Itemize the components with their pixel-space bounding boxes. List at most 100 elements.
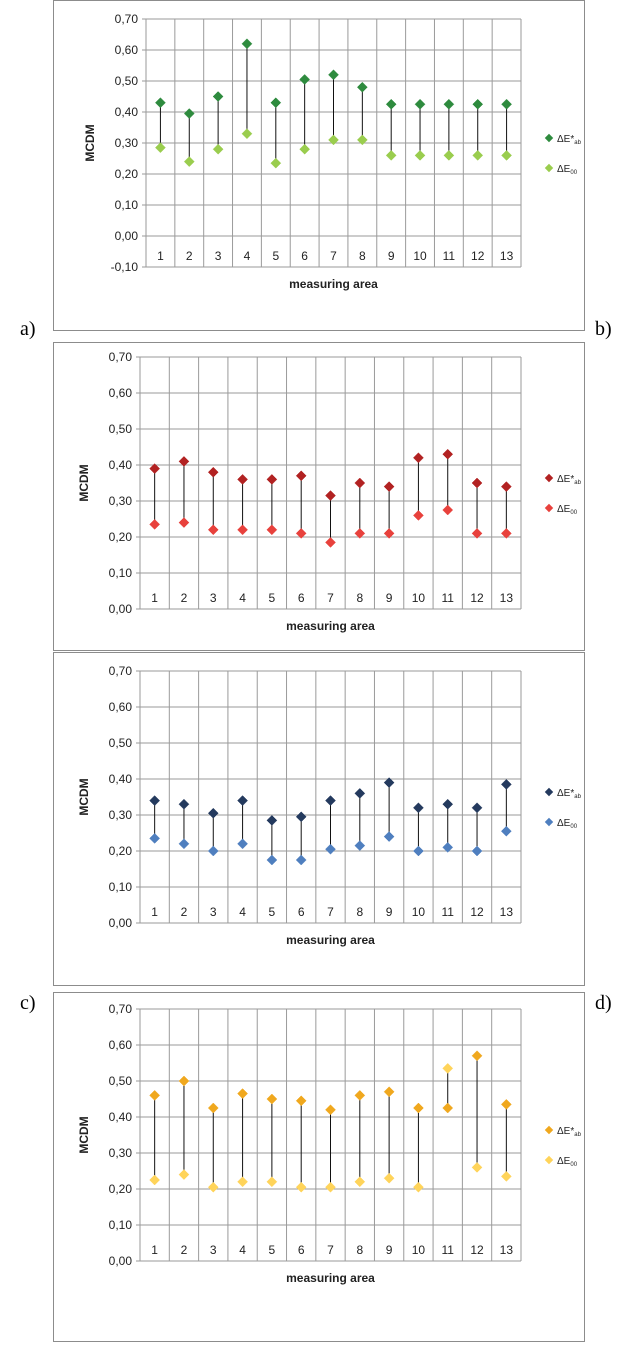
chart4-legend-label-1: ΔE*ab <box>557 1126 582 1138</box>
chart2-series1-point <box>500 481 512 492</box>
chart2-series2-point <box>266 524 278 536</box>
chart4-xtick-label: 7 <box>327 1243 334 1257</box>
chart4-series2-point <box>325 1181 336 1193</box>
chart4-series2-point <box>413 1181 424 1193</box>
chart3-ytick-label: 0,10 <box>109 880 133 894</box>
chart1-series1-point <box>472 98 484 110</box>
chart4-xlabel: measuring area <box>286 1271 375 1285</box>
chart4-series2-point <box>442 1063 454 1074</box>
chart2-series2-point <box>383 528 395 539</box>
chart1-xtick-label: 6 <box>301 249 308 263</box>
chart3-series1-point <box>237 795 248 806</box>
chart2-legend-marker-2 <box>544 503 554 513</box>
chart1-ytick-label: 0,50 <box>115 74 139 88</box>
chart1-series2-point <box>356 134 368 146</box>
chart3-series2-point <box>383 831 395 842</box>
chart4-series2-point <box>178 1169 190 1180</box>
chart1-series1-point <box>501 98 512 110</box>
chart3-series1-point <box>354 788 366 799</box>
chart1-series2-point <box>443 150 455 161</box>
chart2-legend-marker-1 <box>544 473 554 483</box>
chart4-ytick-label: 0,40 <box>109 1110 133 1124</box>
chart3-series2-point <box>325 843 336 855</box>
chart3-series2-point <box>237 838 248 850</box>
chart2-xtick-label: 6 <box>298 591 305 605</box>
chart2-xtick-label: 13 <box>500 591 514 605</box>
chart2-series1-point <box>442 448 454 460</box>
chart3-xtick-label: 12 <box>470 905 484 919</box>
chart3-ytick-label: 0,20 <box>109 844 133 858</box>
chart2-xtick-label: 4 <box>239 591 246 605</box>
chart4-xtick-label: 4 <box>239 1243 246 1257</box>
chart2-series1-point <box>295 470 307 482</box>
chart2-ytick-label: 0,40 <box>109 458 133 472</box>
chart2-xtick-label: 3 <box>210 591 217 605</box>
chart1-series1-point <box>270 97 282 109</box>
chart1-series1-point <box>356 81 368 93</box>
chart3-legend-marker-2 <box>544 817 554 827</box>
chart2-xtick-label: 1 <box>151 591 158 605</box>
chart4-ytick-label: 0,00 <box>109 1254 133 1268</box>
chart4-xtick-label: 9 <box>386 1243 393 1257</box>
chart4-legend-label-2: ΔE00 <box>557 1156 578 1168</box>
chart3-series1-point <box>266 815 278 826</box>
chart4-ytick-label: 0,10 <box>109 1218 133 1232</box>
chart2-series1-point <box>325 490 336 501</box>
chart3-xtick-label: 6 <box>298 905 305 919</box>
chart1-series1-point <box>443 98 455 110</box>
chart2-xtick-label: 5 <box>269 591 276 605</box>
chart4-series1-point <box>413 1102 424 1114</box>
chart2-ytick-label: 0,20 <box>109 530 133 544</box>
chart3-ylabel: MCDM <box>77 778 91 815</box>
chart3-series2-point <box>471 845 483 857</box>
chart2-series2-point <box>295 528 307 539</box>
chart4-xtick-label: 2 <box>181 1243 188 1257</box>
chart3-xtick-label: 1 <box>151 905 158 919</box>
chart4-xtick-label: 3 <box>210 1243 217 1257</box>
chart4-series2-point <box>149 1174 161 1186</box>
chart3-series1-point <box>295 811 307 823</box>
chart3-xtick-label: 3 <box>210 905 217 919</box>
chart1-legend-marker-1 <box>544 133 554 143</box>
chart4-series2-point <box>295 1181 307 1193</box>
chart3-series1-point <box>149 795 161 806</box>
chart3-series1-point <box>178 798 190 810</box>
chart3-ytick-label: 0,50 <box>109 736 133 750</box>
chart1-ytick-label: -0,10 <box>111 260 139 274</box>
chart2-series1-point <box>178 456 190 467</box>
chart4-ytick-label: 0,70 <box>109 1002 133 1016</box>
chart3-xtick-label: 9 <box>386 905 393 919</box>
chart2-series2-point <box>178 517 190 528</box>
chart4-ytick-label: 0,60 <box>109 1038 133 1052</box>
chart2-series1-point <box>383 481 395 492</box>
chart4-ytick-label: 0,50 <box>109 1074 133 1088</box>
chart3-xtick-label: 11 <box>441 905 454 919</box>
chart2-legend-label-1: ΔE*ab <box>557 474 582 486</box>
chart2-ytick-label: 0,00 <box>109 602 133 616</box>
chart4-xtick-label: 12 <box>470 1243 484 1257</box>
chart4-series2-point <box>237 1176 248 1188</box>
chart1-ytick-label: 0,40 <box>115 105 139 119</box>
chart1-xtick-label: 8 <box>359 249 366 263</box>
chart4-series1-point <box>500 1099 512 1110</box>
chart4-series1-point <box>149 1090 161 1101</box>
chart3-series2-point <box>266 854 278 866</box>
chart3-series2-point <box>149 833 161 844</box>
panel-label-a: a) <box>20 318 36 340</box>
chart3-frame <box>53 652 585 986</box>
chart4-series1-point <box>383 1086 395 1098</box>
chart4-frame <box>53 992 585 1342</box>
chart4-series1-point <box>354 1090 366 1101</box>
chart3-xtick-label: 2 <box>181 905 188 919</box>
chart4-xtick-label: 6 <box>298 1243 305 1257</box>
chart3-series2-point <box>207 845 219 857</box>
chart4-xtick-label: 8 <box>356 1243 363 1257</box>
chart1-series2-point <box>212 143 224 155</box>
chart2-xtick-label: 8 <box>356 591 363 605</box>
chart2-frame <box>53 342 585 651</box>
chart4-ytick-label: 0,20 <box>109 1182 133 1196</box>
chart2-xtick-label: 2 <box>181 591 188 605</box>
chart1-series2-point <box>155 142 166 154</box>
chart1-legend-label-1: ΔE*ab <box>557 134 582 146</box>
